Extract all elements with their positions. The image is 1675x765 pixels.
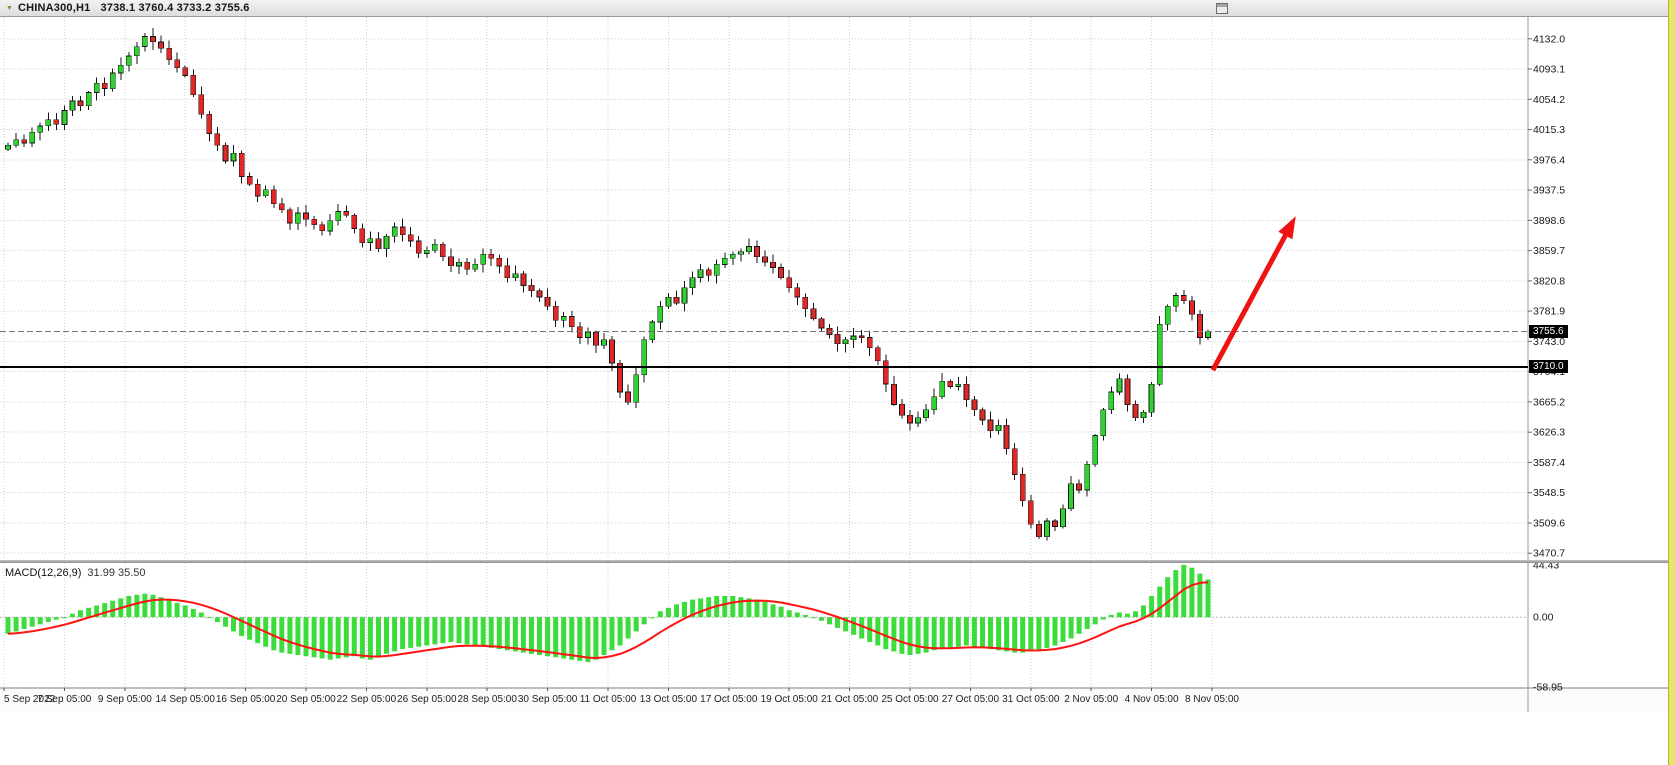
- svg-text:4132.0: 4132.0: [1533, 33, 1565, 45]
- svg-text:14 Sep 05:00: 14 Sep 05:00: [155, 694, 215, 705]
- support-line-price-tag: 3710.0: [1529, 360, 1568, 373]
- svg-text:0.00: 0.00: [1533, 612, 1554, 624]
- svg-text:4015.3: 4015.3: [1533, 124, 1565, 136]
- svg-text:30 Sep 05:00: 30 Sep 05:00: [518, 694, 578, 705]
- svg-text:4 Nov 05:00: 4 Nov 05:00: [1125, 694, 1179, 705]
- svg-text:20 Sep 05:00: 20 Sep 05:00: [276, 694, 336, 705]
- svg-text:3976.4: 3976.4: [1533, 154, 1565, 166]
- ohlc-values-label: 3738.1 3760.4 3733.2 3755.6: [100, 2, 250, 14]
- svg-text:4093.1: 4093.1: [1533, 64, 1565, 76]
- panel-splitter[interactable]: [0, 560, 1668, 563]
- svg-text:3937.5: 3937.5: [1533, 185, 1565, 197]
- macd-panel: [0, 564, 1528, 663]
- grid-lines: [0, 17, 1528, 688]
- svg-text:2 Nov 05:00: 2 Nov 05:00: [1064, 694, 1118, 705]
- svg-text:3470.7: 3470.7: [1533, 548, 1565, 560]
- svg-text:22 Sep 05:00: 22 Sep 05:00: [337, 694, 397, 705]
- svg-text:3665.2: 3665.2: [1533, 396, 1565, 408]
- window-edge-strip: [1668, 0, 1675, 765]
- macd-indicator-label: MACD(12,26,9) 31.99 35.50: [5, 567, 146, 579]
- trend-arrow[interactable]: [1210, 216, 1296, 372]
- svg-text:-58.95: -58.95: [1533, 681, 1563, 693]
- macd-name: MACD(12,26,9): [5, 567, 82, 579]
- macd-current-values: 31.99 35.50: [87, 567, 146, 579]
- window-restore-icon[interactable]: [1216, 3, 1228, 14]
- svg-text:3626.3: 3626.3: [1533, 427, 1565, 439]
- svg-text:5 Sep 2022: 5 Sep 2022: [4, 694, 56, 705]
- svg-text:16 Sep 05:00: 16 Sep 05:00: [216, 694, 276, 705]
- svg-text:3548.5: 3548.5: [1533, 487, 1565, 499]
- svg-text:25 Oct 05:00: 25 Oct 05:00: [881, 694, 939, 705]
- svg-text:3820.8: 3820.8: [1533, 275, 1565, 287]
- svg-text:3781.9: 3781.9: [1533, 306, 1565, 318]
- svg-text:26 Sep 05:00: 26 Sep 05:00: [397, 694, 457, 705]
- svg-text:3859.7: 3859.7: [1533, 245, 1565, 257]
- support-and-bid-lines[interactable]: [0, 331, 1528, 369]
- svg-text:27 Oct 05:00: 27 Oct 05:00: [942, 694, 1000, 705]
- svg-text:3743.0: 3743.0: [1533, 336, 1565, 348]
- svg-text:7 Sep 05:00: 7 Sep 05:00: [37, 694, 91, 705]
- svg-text:4054.2: 4054.2: [1533, 94, 1565, 106]
- svg-text:19 Oct 05:00: 19 Oct 05:00: [761, 694, 819, 705]
- svg-text:3898.6: 3898.6: [1533, 215, 1565, 227]
- svg-text:17 Oct 05:00: 17 Oct 05:00: [700, 694, 758, 705]
- chart-titlebar: ▼ CHINA300,H1 3738.1 3760.4 3733.2 3755.…: [0, 0, 1675, 17]
- symbol-dropdown-icon[interactable]: ▼: [6, 4, 13, 12]
- svg-text:28 Sep 05:00: 28 Sep 05:00: [457, 694, 517, 705]
- candles: [5, 28, 1211, 541]
- svg-text:21 Oct 05:00: 21 Oct 05:00: [821, 694, 879, 705]
- symbol-period-label: CHINA300,H1: [17, 2, 91, 14]
- svg-text:3587.4: 3587.4: [1533, 457, 1565, 469]
- svg-text:13 Oct 05:00: 13 Oct 05:00: [640, 694, 698, 705]
- svg-text:9 Sep 05:00: 9 Sep 05:00: [98, 694, 152, 705]
- bid-price-tag: 3755.6: [1529, 325, 1568, 338]
- svg-text:31 Oct 05:00: 31 Oct 05:00: [1002, 694, 1060, 705]
- svg-text:11 Oct 05:00: 11 Oct 05:00: [580, 694, 637, 705]
- svg-text:8 Nov 05:00: 8 Nov 05:00: [1185, 694, 1239, 705]
- svg-text:3509.6: 3509.6: [1533, 518, 1565, 530]
